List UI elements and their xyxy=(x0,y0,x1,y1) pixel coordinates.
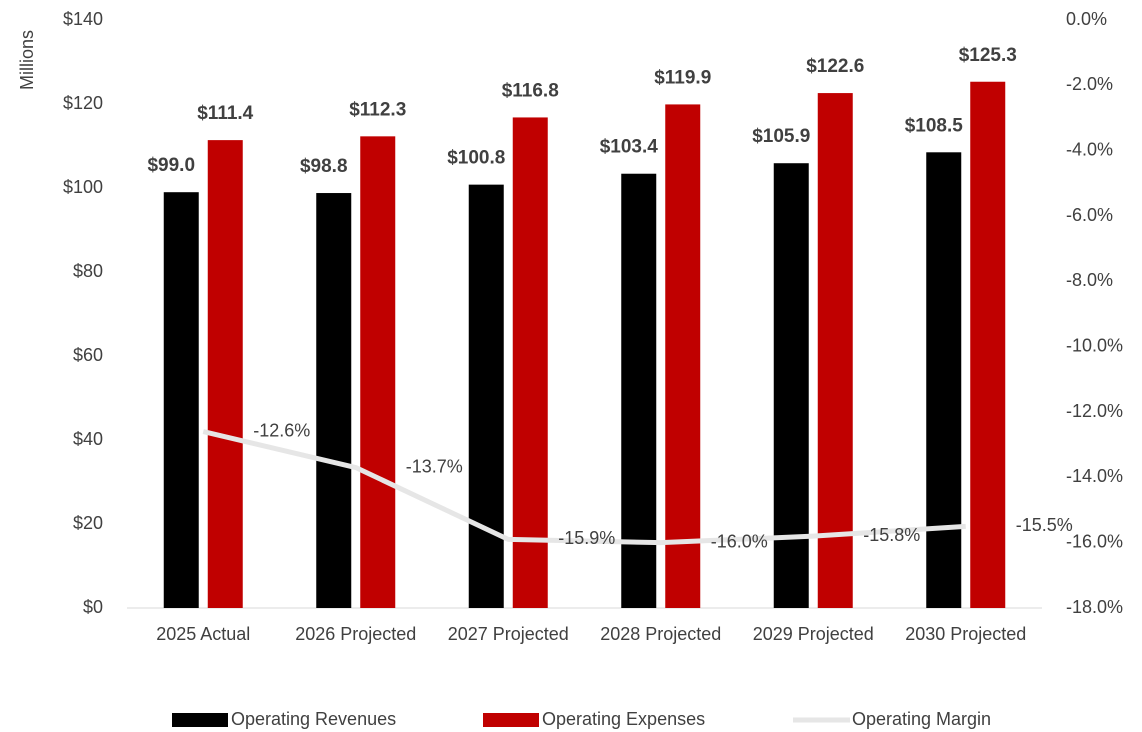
bar xyxy=(970,81,1006,609)
data-label: $125.3 xyxy=(959,45,1017,66)
x-tick-label: 2027 Projected xyxy=(447,624,569,644)
y2-tick-label: -4.0% xyxy=(1066,139,1113,159)
line-data-label: -15.9% xyxy=(558,528,615,548)
legend-label: Operating Margin xyxy=(852,709,991,729)
y-tick-label: $120 xyxy=(63,93,103,113)
y-axis-label: Millions xyxy=(17,30,37,90)
line-data-label: -13.7% xyxy=(406,456,463,476)
x-tick-label-box: 2030 Projected xyxy=(905,624,1027,644)
y-tick-label: $60 xyxy=(73,345,103,365)
y-tick-label: $40 xyxy=(73,429,103,449)
data-label: $105.9 xyxy=(752,126,810,147)
y2-tick-label: -12.0% xyxy=(1066,401,1123,421)
legend-swatch xyxy=(483,713,539,727)
x-tick-label-box: 2027 Projected xyxy=(447,624,569,644)
bar xyxy=(621,173,657,608)
bar xyxy=(773,163,809,608)
data-label: $116.8 xyxy=(502,80,559,101)
data-label: $103.4 xyxy=(600,137,659,158)
line xyxy=(202,429,966,546)
legend-label: Operating Expenses xyxy=(542,709,705,729)
data-label: $119.9 xyxy=(654,67,711,88)
bar xyxy=(207,140,243,608)
data-label: $112.3 xyxy=(349,99,406,120)
y2-tick-label: -6.0% xyxy=(1066,205,1113,225)
x-tick-label-box: 2029 Projected xyxy=(752,624,874,644)
y2-tick-label: -14.0% xyxy=(1066,466,1123,486)
x-tick-label: 2026 Projected xyxy=(295,624,417,644)
y-tick-label: $100 xyxy=(63,177,103,197)
line-data-label: -15.8% xyxy=(863,525,920,545)
y2-tick-label: -10.0% xyxy=(1066,335,1123,355)
bar xyxy=(665,104,701,609)
data-label: $108.5 xyxy=(905,115,964,136)
y2-tick-label: -16.0% xyxy=(1066,531,1123,551)
line-data-label: -12.6% xyxy=(253,420,310,440)
data-label: $98.8 xyxy=(300,156,348,177)
legend-swatch xyxy=(172,713,228,727)
x-tick-label: 2029 Projected xyxy=(752,624,874,644)
data-label: $122.6 xyxy=(806,56,864,77)
y-tick-label: $0 xyxy=(83,597,103,617)
bar xyxy=(817,93,853,608)
x-tick-label: 2028 Projected xyxy=(600,624,722,644)
y-tick-label: $20 xyxy=(73,513,103,533)
x-tick-label-box: 2025 Actual xyxy=(156,624,251,644)
y-tick-label: $140 xyxy=(63,9,103,29)
y-tick-label: $80 xyxy=(73,261,103,281)
legend-label: Operating Revenues xyxy=(231,709,396,729)
line-data-label: -15.5% xyxy=(1016,515,1073,535)
bar xyxy=(163,192,199,608)
line-data-label: -16.0% xyxy=(711,531,768,551)
x-tick-label: 2030 Projected xyxy=(905,624,1027,644)
y2-tick-label: 0.0% xyxy=(1066,9,1107,29)
data-label: $99.0 xyxy=(147,155,195,176)
data-label: $111.4 xyxy=(197,103,253,124)
data-label: $100.8 xyxy=(447,148,505,169)
x-tick-label-box: 2026 Projected xyxy=(295,624,417,644)
x-tick-label-box: 2028 Projected xyxy=(600,624,722,644)
x-tick-label: 2025 Actual xyxy=(156,624,251,644)
bar xyxy=(926,152,962,609)
bar xyxy=(512,117,548,608)
y2-tick-label: -2.0% xyxy=(1066,74,1113,94)
y2-tick-label: -18.0% xyxy=(1066,597,1123,617)
bar xyxy=(360,136,396,608)
y2-tick-label: -8.0% xyxy=(1066,270,1113,290)
bar xyxy=(316,193,352,609)
bar xyxy=(468,184,504,608)
